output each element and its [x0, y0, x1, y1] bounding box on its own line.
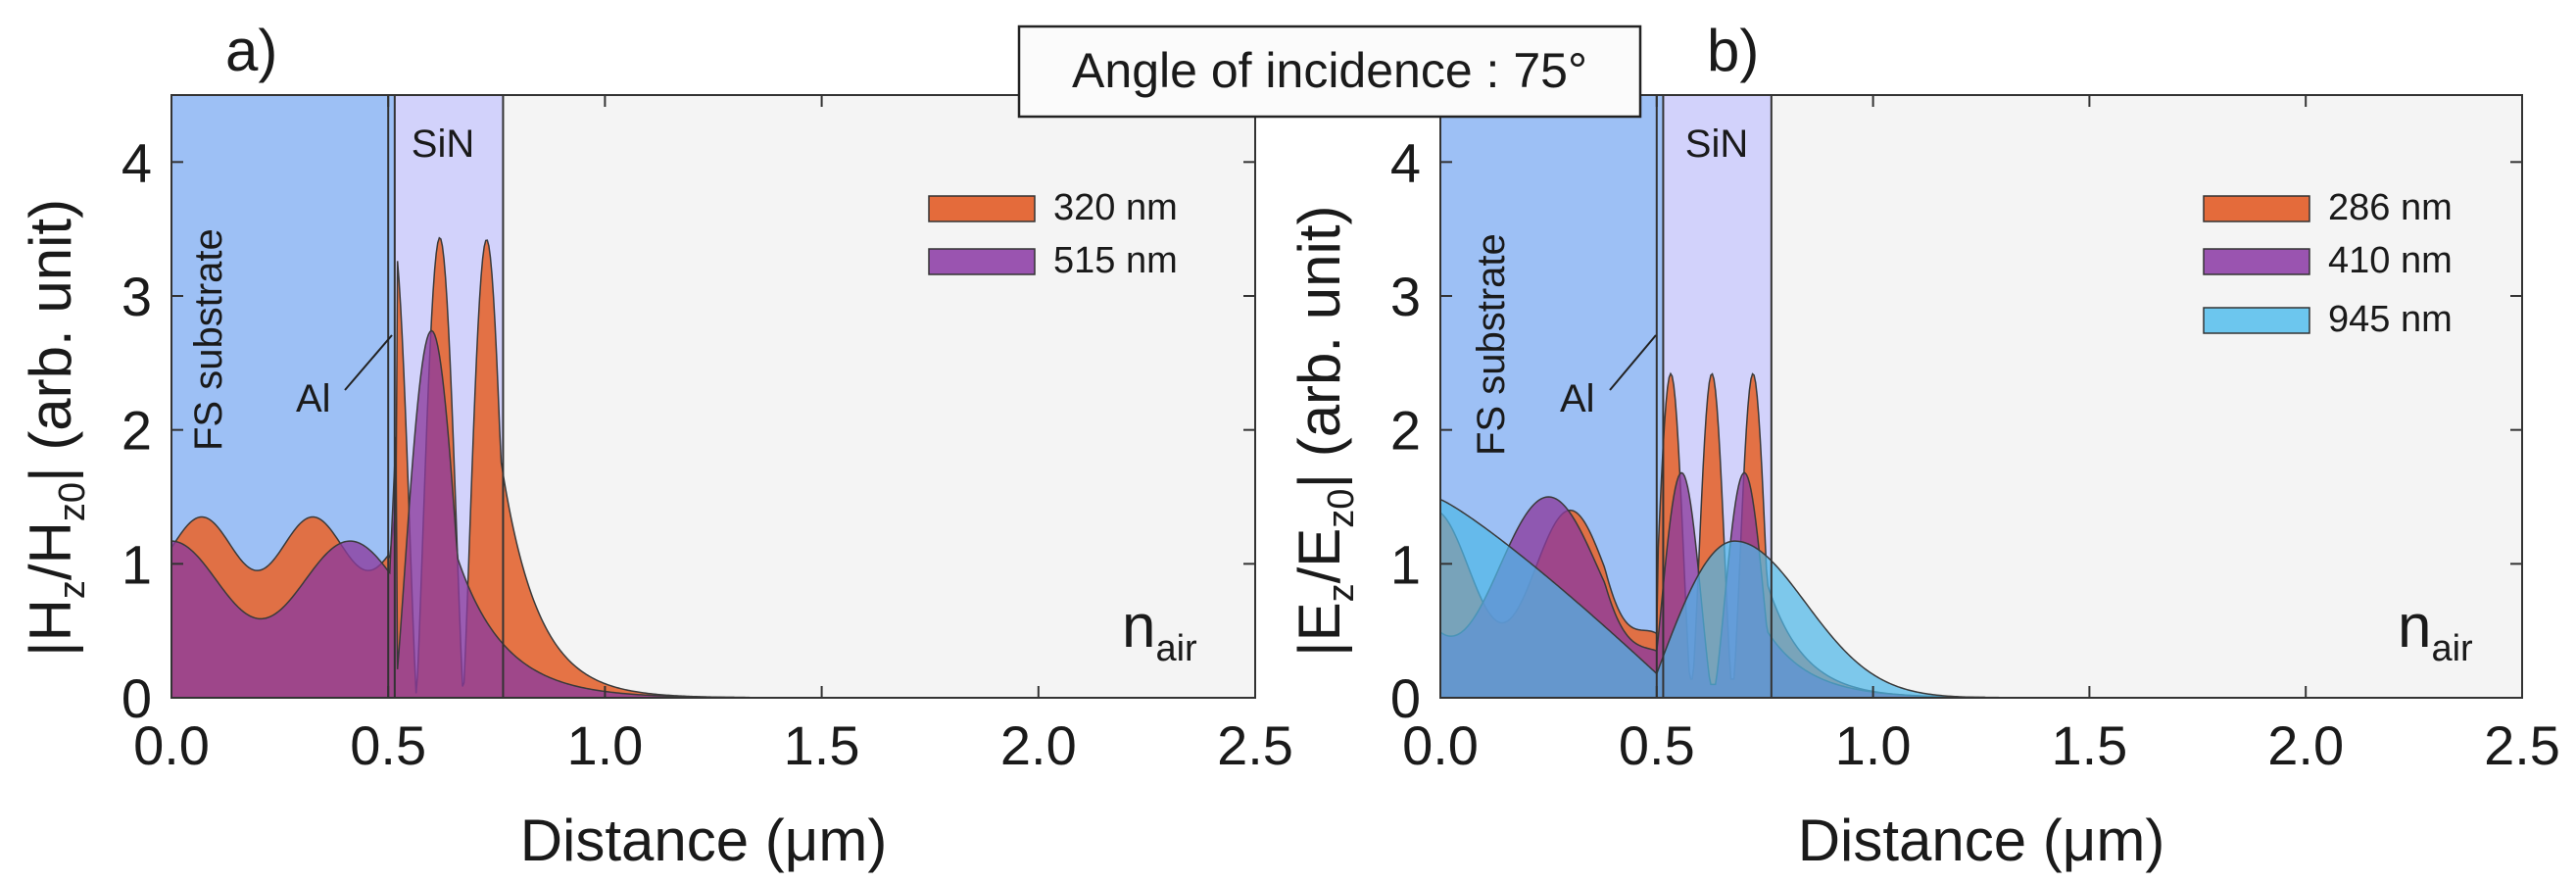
- b-legend-label-286: 286 nm: [2328, 187, 2453, 228]
- b-plot-frame: [1439, 94, 2523, 699]
- b-panel-label: b): [1707, 18, 1759, 83]
- a-al-pointer: [344, 334, 393, 391]
- a-plot-frame: [170, 94, 1256, 699]
- a-xtick-label: 0.5: [350, 714, 426, 776]
- a-xtick-label: 0.0: [133, 714, 210, 776]
- a-ylabel: |Hz/Hz0| (arb. unit): [18, 199, 93, 657]
- b-region-al: [1656, 95, 1664, 698]
- a-al-label: Al: [296, 377, 331, 420]
- b-legend-swatch-410: [2203, 248, 2310, 275]
- a-nair-label: nair: [1122, 593, 1197, 669]
- a-legend-label-320: 320 nm: [1053, 187, 1178, 228]
- b-ytick-label: 2: [1390, 400, 1421, 462]
- b-sin-label: SiN: [1685, 123, 1748, 166]
- b-ytick-label: 4: [1390, 131, 1421, 193]
- a-ytick-label: 1: [122, 533, 152, 595]
- a-xtick-label: 2.0: [1000, 714, 1077, 776]
- b-xtick-label: 2.5: [2484, 714, 2560, 776]
- b-substrate-label: FS substrate: [1470, 233, 1513, 456]
- b-al-label: Al: [1560, 377, 1595, 420]
- b-nair-label: nair: [2398, 593, 2473, 669]
- angle-banner-text: Angle of incidence : 75°: [1072, 43, 1587, 98]
- b-xtick-label: 0.0: [1402, 714, 1479, 776]
- b-ytick-label: 1: [1390, 533, 1421, 595]
- b-ylabel: |Ez/Ez0| (arb. unit): [1287, 206, 1362, 657]
- b-dividers: [1655, 95, 1773, 698]
- angle-banner: Angle of incidence : 75°: [1017, 25, 1642, 119]
- a-xtick-label: 2.5: [1217, 714, 1293, 776]
- b-xtick-label: 2.0: [2267, 714, 2344, 776]
- b-legend: 286 nm 410 nm 945 nm: [2203, 187, 2453, 340]
- a-legend-swatch-515: [928, 248, 1036, 275]
- b-xtick-label: 1.0: [1835, 714, 1912, 776]
- a-xlabel: Distance (μm): [520, 808, 888, 873]
- a-region-air: [503, 95, 1255, 698]
- a-panel-label: a): [225, 18, 277, 83]
- panel-a: 0.0 0.5 1.0 1.5 2.0 2.5 0 1 2 3 4 a) SiN FS substr…: [18, 18, 1293, 873]
- b-al-pointer: [1609, 334, 1657, 391]
- b-legend-label-410: 410 nm: [2328, 240, 2453, 281]
- panel-b: 0.0 0.5 1.0 1.5 2.0 2.5 0 1 2 3 4 b) SiN FS substr…: [1287, 18, 2560, 873]
- a-legend: 320 nm 515 nm: [928, 187, 1178, 281]
- a-legend-label-515: 515 nm: [1053, 240, 1178, 281]
- a-dividers: [387, 95, 505, 698]
- b-xtick-label: 1.5: [2051, 714, 2127, 776]
- a-ytick-label: 0: [122, 667, 152, 729]
- b-xtick-label: 0.5: [1619, 714, 1695, 776]
- a-xtick-label: 1.0: [566, 714, 643, 776]
- b-legend-label-945: 945 nm: [2328, 299, 2453, 340]
- b-xlabel: Distance (μm): [1798, 808, 2165, 873]
- a-sin-label: SiN: [412, 123, 474, 166]
- a-legend-swatch-320: [928, 195, 1036, 222]
- b-ytick-label: 3: [1390, 266, 1421, 327]
- b-legend-swatch-286: [2203, 195, 2310, 222]
- a-ytick-label: 3: [122, 266, 152, 327]
- a-region-al: [388, 95, 395, 698]
- a-ytick-label: 4: [122, 131, 152, 193]
- angle-banner-box: [1017, 25, 1642, 119]
- a-ticks: 0.0 0.5 1.0 1.5 2.0 2.5 0 1 2 3 4: [122, 95, 1293, 776]
- b-ytick-label: 0: [1390, 667, 1421, 729]
- b-region-air: [1771, 95, 2522, 698]
- a-substrate-label: FS substrate: [187, 228, 230, 451]
- a-xtick-label: 1.5: [784, 714, 860, 776]
- b-ticks: 0.0 0.5 1.0 1.5 2.0 2.5 0 1 2 3 4: [1390, 95, 2560, 776]
- a-ytick-label: 2: [122, 400, 152, 462]
- b-legend-swatch-945: [2203, 307, 2310, 334]
